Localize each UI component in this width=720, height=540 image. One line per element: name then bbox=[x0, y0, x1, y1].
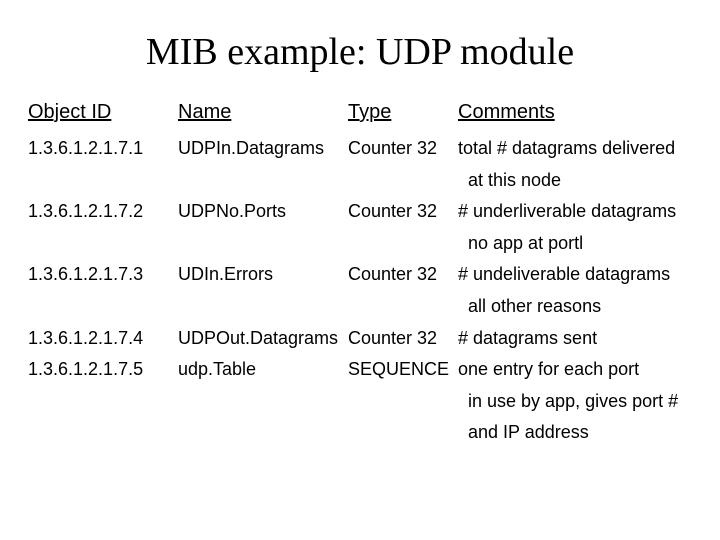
header-name: Name bbox=[178, 100, 348, 124]
table-row-blank bbox=[28, 170, 178, 192]
header-comments: Comments bbox=[458, 100, 708, 124]
table-row-type: Counter 32 bbox=[348, 201, 458, 223]
table-row-name: UDPNo.Ports bbox=[178, 201, 348, 223]
table-row-blank bbox=[28, 296, 178, 318]
slide: MIB example: UDP module Object ID Name T… bbox=[0, 0, 720, 540]
table-row-name: UDPOut.Datagrams bbox=[178, 328, 348, 350]
table-row-comment-cont: all other reasons bbox=[458, 296, 708, 318]
table-row-comment: total # datagrams delivered bbox=[458, 138, 708, 160]
table-row-comment-cont: no app at portl bbox=[458, 233, 708, 255]
table-row-comment-cont: at this node bbox=[458, 170, 708, 192]
mib-table: Object ID Name Type Comments 1.3.6.1.2.1… bbox=[28, 100, 692, 454]
table-row-oid: 1.3.6.1.2.1.7.3 bbox=[28, 264, 178, 286]
table-row-comment-cont: in use by app, gives port # bbox=[458, 391, 708, 413]
table-row-blank bbox=[178, 170, 348, 192]
table-row-type: SEQUENCE bbox=[348, 359, 458, 381]
table-row-blank bbox=[348, 422, 458, 444]
table-row-type: Counter 32 bbox=[348, 328, 458, 350]
table-row-blank bbox=[178, 296, 348, 318]
table-row-blank bbox=[178, 391, 348, 413]
table-row-type: Counter 32 bbox=[348, 264, 458, 286]
table-row-comment: # datagrams sent bbox=[458, 328, 708, 350]
table-row-blank bbox=[348, 296, 458, 318]
table-row-blank bbox=[28, 233, 178, 255]
table-row-comment-cont: and IP address bbox=[458, 422, 708, 444]
table-row-comment: # undeliverable datagrams bbox=[458, 264, 708, 286]
table-row-blank bbox=[28, 422, 178, 444]
table-row-blank bbox=[348, 233, 458, 255]
table-row-blank bbox=[178, 422, 348, 444]
table-row-blank bbox=[178, 233, 348, 255]
header-object-id: Object ID bbox=[28, 100, 178, 124]
table-row-blank bbox=[28, 391, 178, 413]
table-row-blank bbox=[348, 391, 458, 413]
table-row-oid: 1.3.6.1.2.1.7.2 bbox=[28, 201, 178, 223]
table-row-name: udp.Table bbox=[178, 359, 348, 381]
table-row-oid: 1.3.6.1.2.1.7.4 bbox=[28, 328, 178, 350]
slide-title: MIB example: UDP module bbox=[28, 30, 692, 74]
table-row-name: UDPIn.Datagrams bbox=[178, 138, 348, 160]
table-row-name: UDIn.Errors bbox=[178, 264, 348, 286]
table-row-oid: 1.3.6.1.2.1.7.1 bbox=[28, 138, 178, 160]
table-row-oid: 1.3.6.1.2.1.7.5 bbox=[28, 359, 178, 381]
table-row-blank bbox=[348, 170, 458, 192]
table-row-comment: # underliverable datagrams bbox=[458, 201, 708, 223]
table-row-comment: one entry for each port bbox=[458, 359, 708, 381]
table-row-type: Counter 32 bbox=[348, 138, 458, 160]
header-type: Type bbox=[348, 100, 458, 124]
